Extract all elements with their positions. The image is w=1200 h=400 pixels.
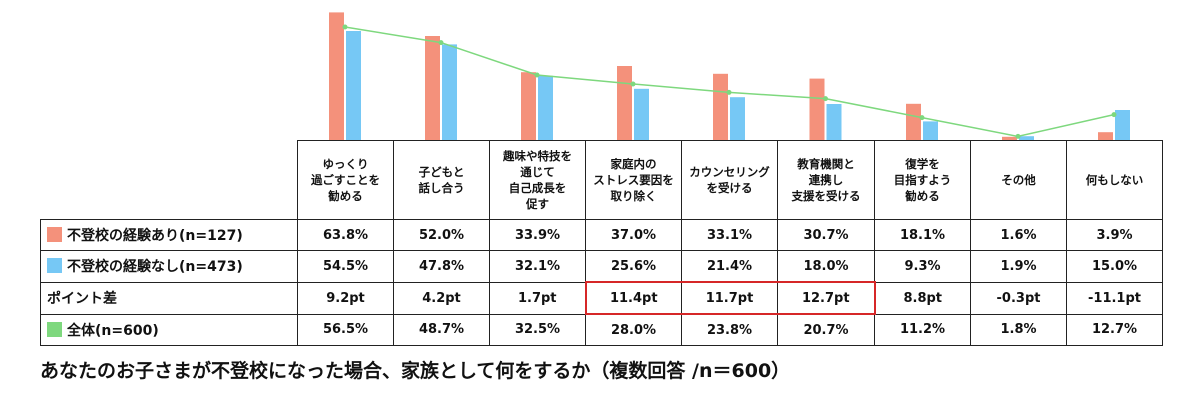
bar-experienced-6 xyxy=(906,103,921,140)
table-cell: 11.4pt xyxy=(584,281,682,315)
table-cell: 32.1% xyxy=(489,250,586,283)
table-cell: 15.0% xyxy=(1066,250,1163,283)
column-header-5: 教育機関と 連携し 支援を受ける xyxy=(777,140,875,220)
table-cell: 8.8pt xyxy=(874,281,971,315)
table-cell: 9.3% xyxy=(874,250,971,283)
table-row: 不登校の経験なし(n=473) 54.5% 47.8% 32.1% 25.6% 21.4%… xyxy=(40,250,1163,283)
table-cell: 12.7% xyxy=(1066,313,1163,346)
table-cell: 56.5% xyxy=(297,313,394,346)
bar-not-experienced-5 xyxy=(826,104,842,140)
row-label-text: 不登校の経験なし(n=473) xyxy=(67,259,243,276)
bar-experienced-1 xyxy=(425,36,440,140)
bar-chart xyxy=(329,12,1130,140)
table-cell: 25.6% xyxy=(585,250,682,283)
bar-not-experienced-0 xyxy=(346,31,361,140)
table-cell: 30.7% xyxy=(777,219,875,251)
total-point-3 xyxy=(630,81,636,87)
row-label: ポイント差 xyxy=(40,281,298,315)
table-row: 全体(n=600) 56.5% 48.7% 32.5% 28.0% 23.8% 20.7% 1… xyxy=(40,313,1163,346)
chart-caption: あなたのお子さまが不登校になった場合、家族として何をするか（複数回答 /n＝60… xyxy=(40,360,791,382)
bar-not-experienced-4 xyxy=(730,97,745,140)
table-cell: 54.5% xyxy=(297,250,394,283)
total-point-2 xyxy=(534,72,540,78)
row-label-text: 全体(n=600) xyxy=(67,322,159,339)
table-cell: 52.0% xyxy=(393,219,490,251)
table-cell: 4.2pt xyxy=(393,281,490,315)
table-cell: 21.4% xyxy=(681,250,778,283)
table-cell: 28.0% xyxy=(585,313,682,346)
row-label-text: ポイント差 xyxy=(47,291,117,307)
bar-experienced-4 xyxy=(713,73,728,140)
column-header-4: カウンセリング を受ける xyxy=(681,140,778,220)
legend-swatch xyxy=(47,227,62,242)
bar-experienced-0 xyxy=(329,12,344,140)
column-header-0: ゆっくり 過ごすことを 勧める xyxy=(297,140,394,220)
table-cell: 18.1% xyxy=(874,219,971,251)
total-line xyxy=(344,26,1115,138)
row-label: 全体(n=600) xyxy=(40,313,298,346)
table-cell: 1.8% xyxy=(970,313,1067,346)
table-cell: 1.9% xyxy=(970,250,1067,283)
table-cell: 33.9% xyxy=(489,219,586,251)
bar-experienced-2 xyxy=(521,72,536,140)
table-cell: 18.0% xyxy=(777,250,875,283)
table-corner xyxy=(40,140,298,220)
bar-experienced-8 xyxy=(1098,132,1113,140)
table-cell: 63.8% xyxy=(297,219,394,251)
total-point-7 xyxy=(1015,133,1021,139)
table-cell: 11.2% xyxy=(874,313,971,346)
total-point-0 xyxy=(342,24,348,30)
table-row: ポイント差 9.2pt 4.2pt 1.7pt 11.4pt 11.7pt 12.7pt 8.… xyxy=(40,281,1163,315)
total-point-1 xyxy=(438,40,444,46)
bar-not-experienced-8 xyxy=(1115,110,1130,140)
table-cell: 37.0% xyxy=(585,219,682,251)
table-cell: -0.3pt xyxy=(970,281,1067,315)
total-point-4 xyxy=(726,89,732,95)
total-point-8 xyxy=(1111,112,1117,118)
row-label: 不登校の経験あり(n=127) xyxy=(40,219,298,251)
table-cell: 48.7% xyxy=(393,313,490,346)
table-row: 不登校の経験あり(n=127) 63.8% 52.0% 33.9% 37.0% 33.1%… xyxy=(40,219,1163,251)
column-header-3: 家庭内の ストレス要因を 取り除く xyxy=(585,140,682,220)
table-cell: 20.7% xyxy=(777,313,875,346)
bar-not-experienced-1 xyxy=(442,44,457,140)
row-label: 不登校の経験なし(n=473) xyxy=(40,250,298,283)
table-cell: 47.8% xyxy=(393,250,490,283)
legend-swatch xyxy=(47,321,62,337)
table-cell: 1.7pt xyxy=(489,281,586,315)
bar-not-experienced-3 xyxy=(634,88,649,140)
column-header-6: 復学を 目指すよう 勧める xyxy=(874,140,971,220)
table-cell: 32.5% xyxy=(489,313,586,346)
table-cell: 12.7pt xyxy=(777,281,876,315)
row-label-text: 不登校の経験あり(n=127) xyxy=(67,228,243,244)
column-header-8: 何もしない xyxy=(1066,140,1163,220)
table-cell: 9.2pt xyxy=(297,281,394,315)
column-header-7: その他 xyxy=(970,140,1067,220)
legend-swatch xyxy=(47,258,62,274)
table-cell: 23.8% xyxy=(681,313,778,346)
bar-not-experienced-2 xyxy=(538,75,553,140)
total-point-5 xyxy=(823,96,828,102)
bar-not-experienced-6 xyxy=(923,121,938,140)
table-cell: 11.7pt xyxy=(681,281,778,315)
column-header-2: 趣味や特技を 通じて 自己成長を 促す xyxy=(489,140,586,220)
total-point-6 xyxy=(919,115,925,121)
column-header-1: 子どもと 話し合う xyxy=(393,140,490,220)
bar-experienced-3 xyxy=(617,66,632,140)
data-table: ゆっくり 過ごすことを 勧める 子どもと 話し合う 趣味や特技を 通じて 自己成長を 促す 家庭内… xyxy=(40,140,1163,346)
bar-experienced-5 xyxy=(809,78,825,140)
table-cell: 3.9% xyxy=(1066,219,1163,251)
table-cell: -11.1pt xyxy=(1066,281,1163,315)
bar-experienced-7 xyxy=(1002,136,1017,140)
bar-not-experienced-7 xyxy=(1019,136,1034,140)
table-cell: 33.1% xyxy=(681,219,778,251)
table-cell: 1.6% xyxy=(970,219,1067,251)
